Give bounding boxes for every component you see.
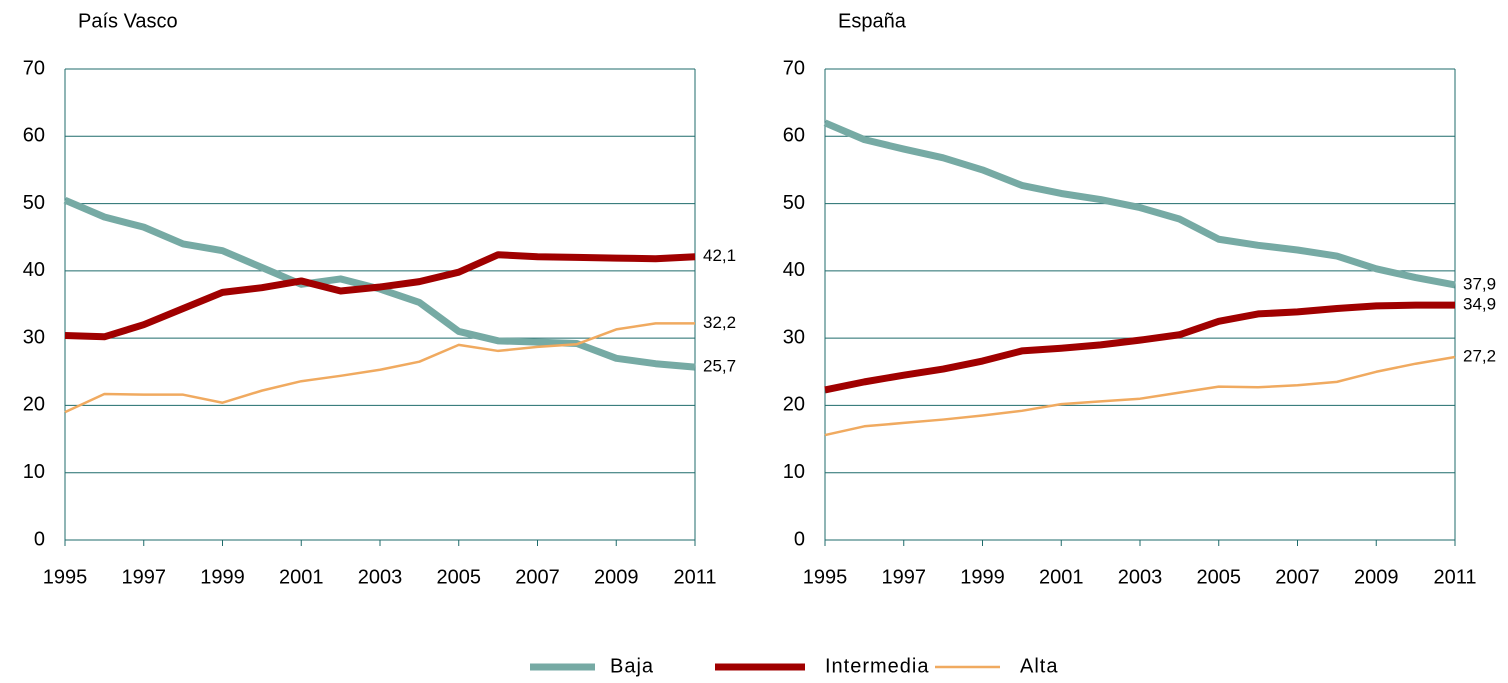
data-label: 25,7 (703, 357, 736, 376)
y-tick-label: 60 (783, 125, 805, 147)
y-tick-label: 40 (783, 259, 805, 281)
series-line (64, 251, 696, 341)
x-tick-label: 2003 (1118, 566, 1163, 588)
legend-label: Baja (610, 655, 654, 677)
x-tick-label: 2005 (437, 566, 482, 588)
y-tick-label: 50 (783, 192, 805, 214)
chart-title: España (838, 10, 907, 32)
legend-label: Intermedia (825, 655, 930, 677)
x-tick-label: 1997 (122, 566, 167, 588)
y-tick-label: 10 (23, 461, 45, 483)
x-tick-label: 2005 (1197, 566, 1242, 588)
series-line (824, 355, 1456, 437)
x-tick-label: 2009 (1354, 566, 1399, 588)
y-tick-label: 40 (23, 259, 45, 281)
data-label: 32,2 (703, 313, 736, 332)
x-tick-label: 1999 (200, 566, 245, 588)
x-tick-label: 1999 (960, 566, 1005, 588)
x-tick-label: 2007 (1275, 566, 1320, 588)
data-label: 42,1 (703, 246, 736, 265)
y-tick-label: 60 (23, 125, 45, 147)
y-tick-label: 0 (794, 528, 805, 550)
y-tick-label: 20 (783, 394, 805, 416)
x-tick-label: 1997 (882, 566, 927, 588)
series-line (824, 301, 1455, 394)
y-tick-label: 50 (23, 192, 45, 214)
x-tick-label: 2001 (1039, 566, 1084, 588)
series-line (823, 119, 1456, 289)
y-tick-label: 30 (783, 326, 805, 348)
y-tick-label: 30 (23, 326, 45, 348)
y-tick-label: 70 (783, 57, 805, 79)
x-tick-label: 2007 (515, 566, 560, 588)
x-tick-label: 1995 (43, 566, 88, 588)
x-tick-label: 2011 (1433, 566, 1476, 588)
x-tick-label: 2009 (594, 566, 639, 588)
y-tick-label: 10 (783, 461, 805, 483)
data-label: 27,2 (1463, 346, 1496, 365)
series-line (64, 322, 695, 414)
x-tick-label: 1995 (803, 566, 848, 588)
x-tick-label: 2001 (279, 566, 324, 588)
data-label: 37,9 (1463, 274, 1496, 293)
x-tick-label: 2003 (358, 566, 403, 588)
y-tick-label: 20 (23, 394, 45, 416)
legend-label: Alta (1020, 655, 1058, 677)
y-tick-label: 70 (23, 57, 45, 79)
x-tick-label: 2011 (673, 566, 716, 588)
y-tick-label: 0 (34, 528, 45, 550)
chart-title: País Vasco (78, 10, 178, 32)
data-label: 34,9 (1463, 295, 1496, 314)
